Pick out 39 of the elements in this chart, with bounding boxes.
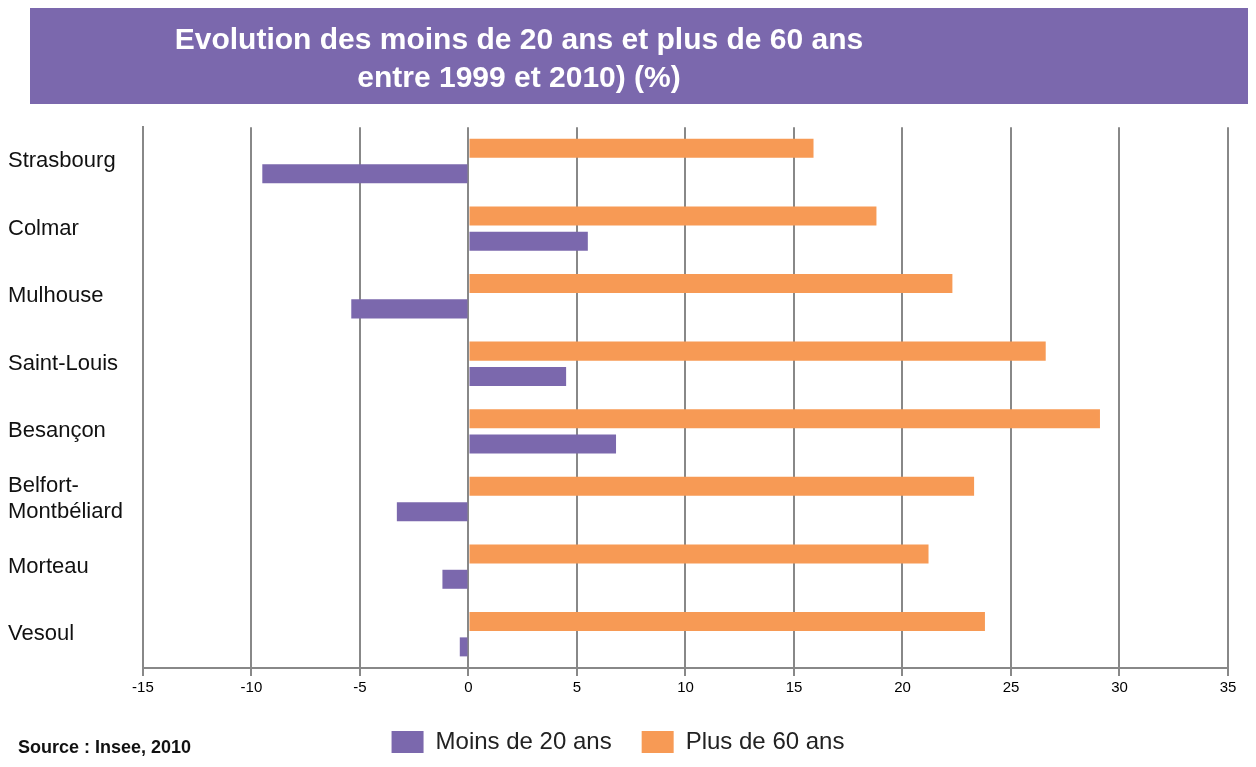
bar [469, 409, 1100, 429]
x-tick-label: -10 [240, 678, 263, 696]
bar [469, 476, 975, 496]
y-tick-label: Strasbourg [8, 147, 116, 173]
x-tick-label: 10 [677, 678, 694, 696]
y-tick-label: Morteau [8, 552, 89, 578]
bar [396, 502, 468, 522]
source-note: Source : Insee, 2010 [18, 737, 192, 758]
x-tick-label: -15 [132, 678, 154, 696]
bar [469, 138, 814, 158]
bar [469, 206, 877, 226]
bar [469, 274, 953, 294]
x-tick-label: 35 [1219, 678, 1237, 696]
bar [351, 299, 468, 319]
x-tick-label: 25 [1002, 678, 1020, 696]
y-tick-label: Vesoul [8, 620, 75, 646]
bar [262, 164, 468, 184]
bar [469, 231, 588, 251]
bar [469, 366, 567, 386]
bar [469, 612, 985, 632]
bar [469, 434, 617, 454]
bar [442, 569, 468, 589]
x-tick-label: 15 [785, 678, 803, 696]
x-tick-label: 30 [1111, 678, 1128, 696]
x-tick-label: 20 [894, 678, 911, 696]
legend-label: Moins de 20 ans [435, 726, 612, 754]
y-tick-label: Colmar [8, 214, 79, 240]
bar [469, 341, 1046, 361]
chart-title: Evolution des moins de 20 ans et plus de 60 ans entre 1999 et 2010) (%) [173, 21, 865, 95]
bar [459, 637, 468, 657]
y-tick-label: Mulhouse [8, 282, 104, 308]
y-tick-label: Besançon [8, 417, 106, 443]
x-tick-label: 0 [464, 678, 473, 696]
y-tick-label: Saint-Louis [8, 349, 119, 375]
legend-label: Plus de 60 ans [685, 726, 845, 754]
y-tick-label: Belfort-Montbéliard [8, 471, 123, 524]
x-tick-label: -5 [353, 678, 367, 696]
x-tick-label: 5 [572, 678, 582, 696]
bar [469, 544, 929, 564]
